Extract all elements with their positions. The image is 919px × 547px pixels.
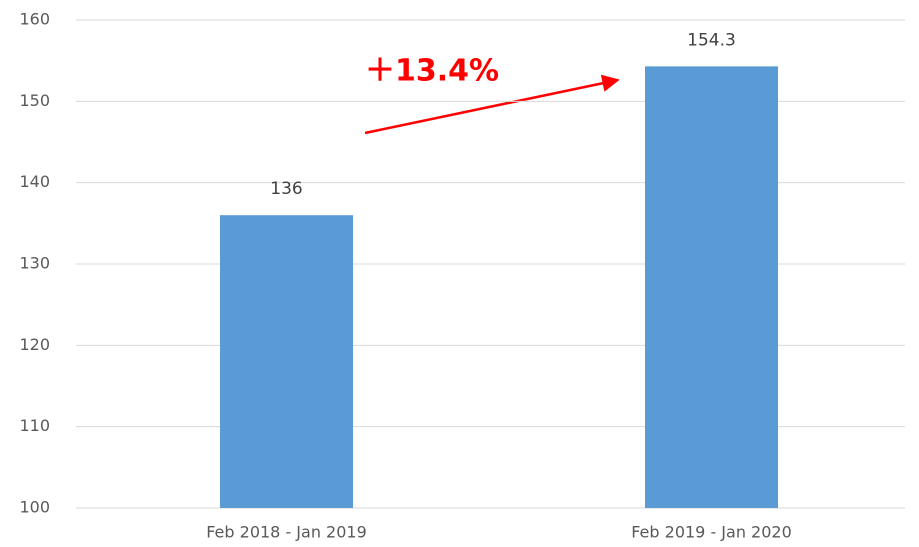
y-tick-label: 100 [19,498,50,517]
y-tick-label: 140 [19,172,50,191]
y-tick-label: 150 [19,91,50,110]
value-label: 154.3 [687,30,736,50]
y-tick-label: 120 [19,335,50,354]
y-tick-label: 110 [19,416,50,435]
y-tick-label: 160 [19,10,50,29]
bar [645,66,778,509]
value-label: 136 [270,179,302,199]
arrow [364,74,620,135]
y-tick-label: 130 [19,254,50,273]
bar [220,215,353,508]
x-tick-label: Feb 2019 - Jan 2020 [631,523,792,542]
x-tick-label: Feb 2018 - Jan 2019 [206,523,367,542]
annotation: ＋13.4% [365,54,499,89]
